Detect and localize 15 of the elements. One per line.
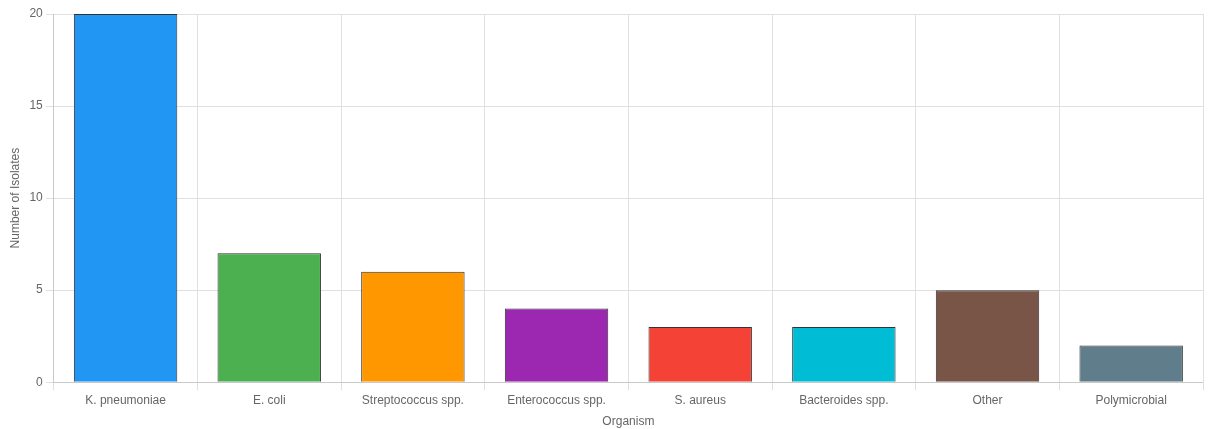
y-tick-label: 10 — [29, 190, 44, 205]
x-tick-label: Bacteroides spp. — [799, 392, 889, 407]
x-tick-label: S. aureus — [674, 392, 726, 407]
x-tick-label: K. pneumoniae — [85, 392, 167, 407]
y-tick-label: 15 — [29, 98, 44, 113]
x-tick-label: Other — [972, 392, 1003, 407]
y-tick-label: 20 — [29, 6, 44, 21]
y-tick-label: 0 — [36, 374, 44, 389]
y-tick-label: 5 — [36, 282, 44, 297]
y-axis-title: Number of Isolates — [7, 147, 22, 249]
x-axis-title: Organism — [602, 414, 655, 429]
x-tick-label: Streptococcus spp. — [361, 392, 464, 407]
x-tick-label: E. coli — [252, 392, 286, 407]
x-tick-label: Enterococcus spp. — [507, 392, 606, 407]
x-tick-label: Polymicrobial — [1095, 392, 1167, 407]
